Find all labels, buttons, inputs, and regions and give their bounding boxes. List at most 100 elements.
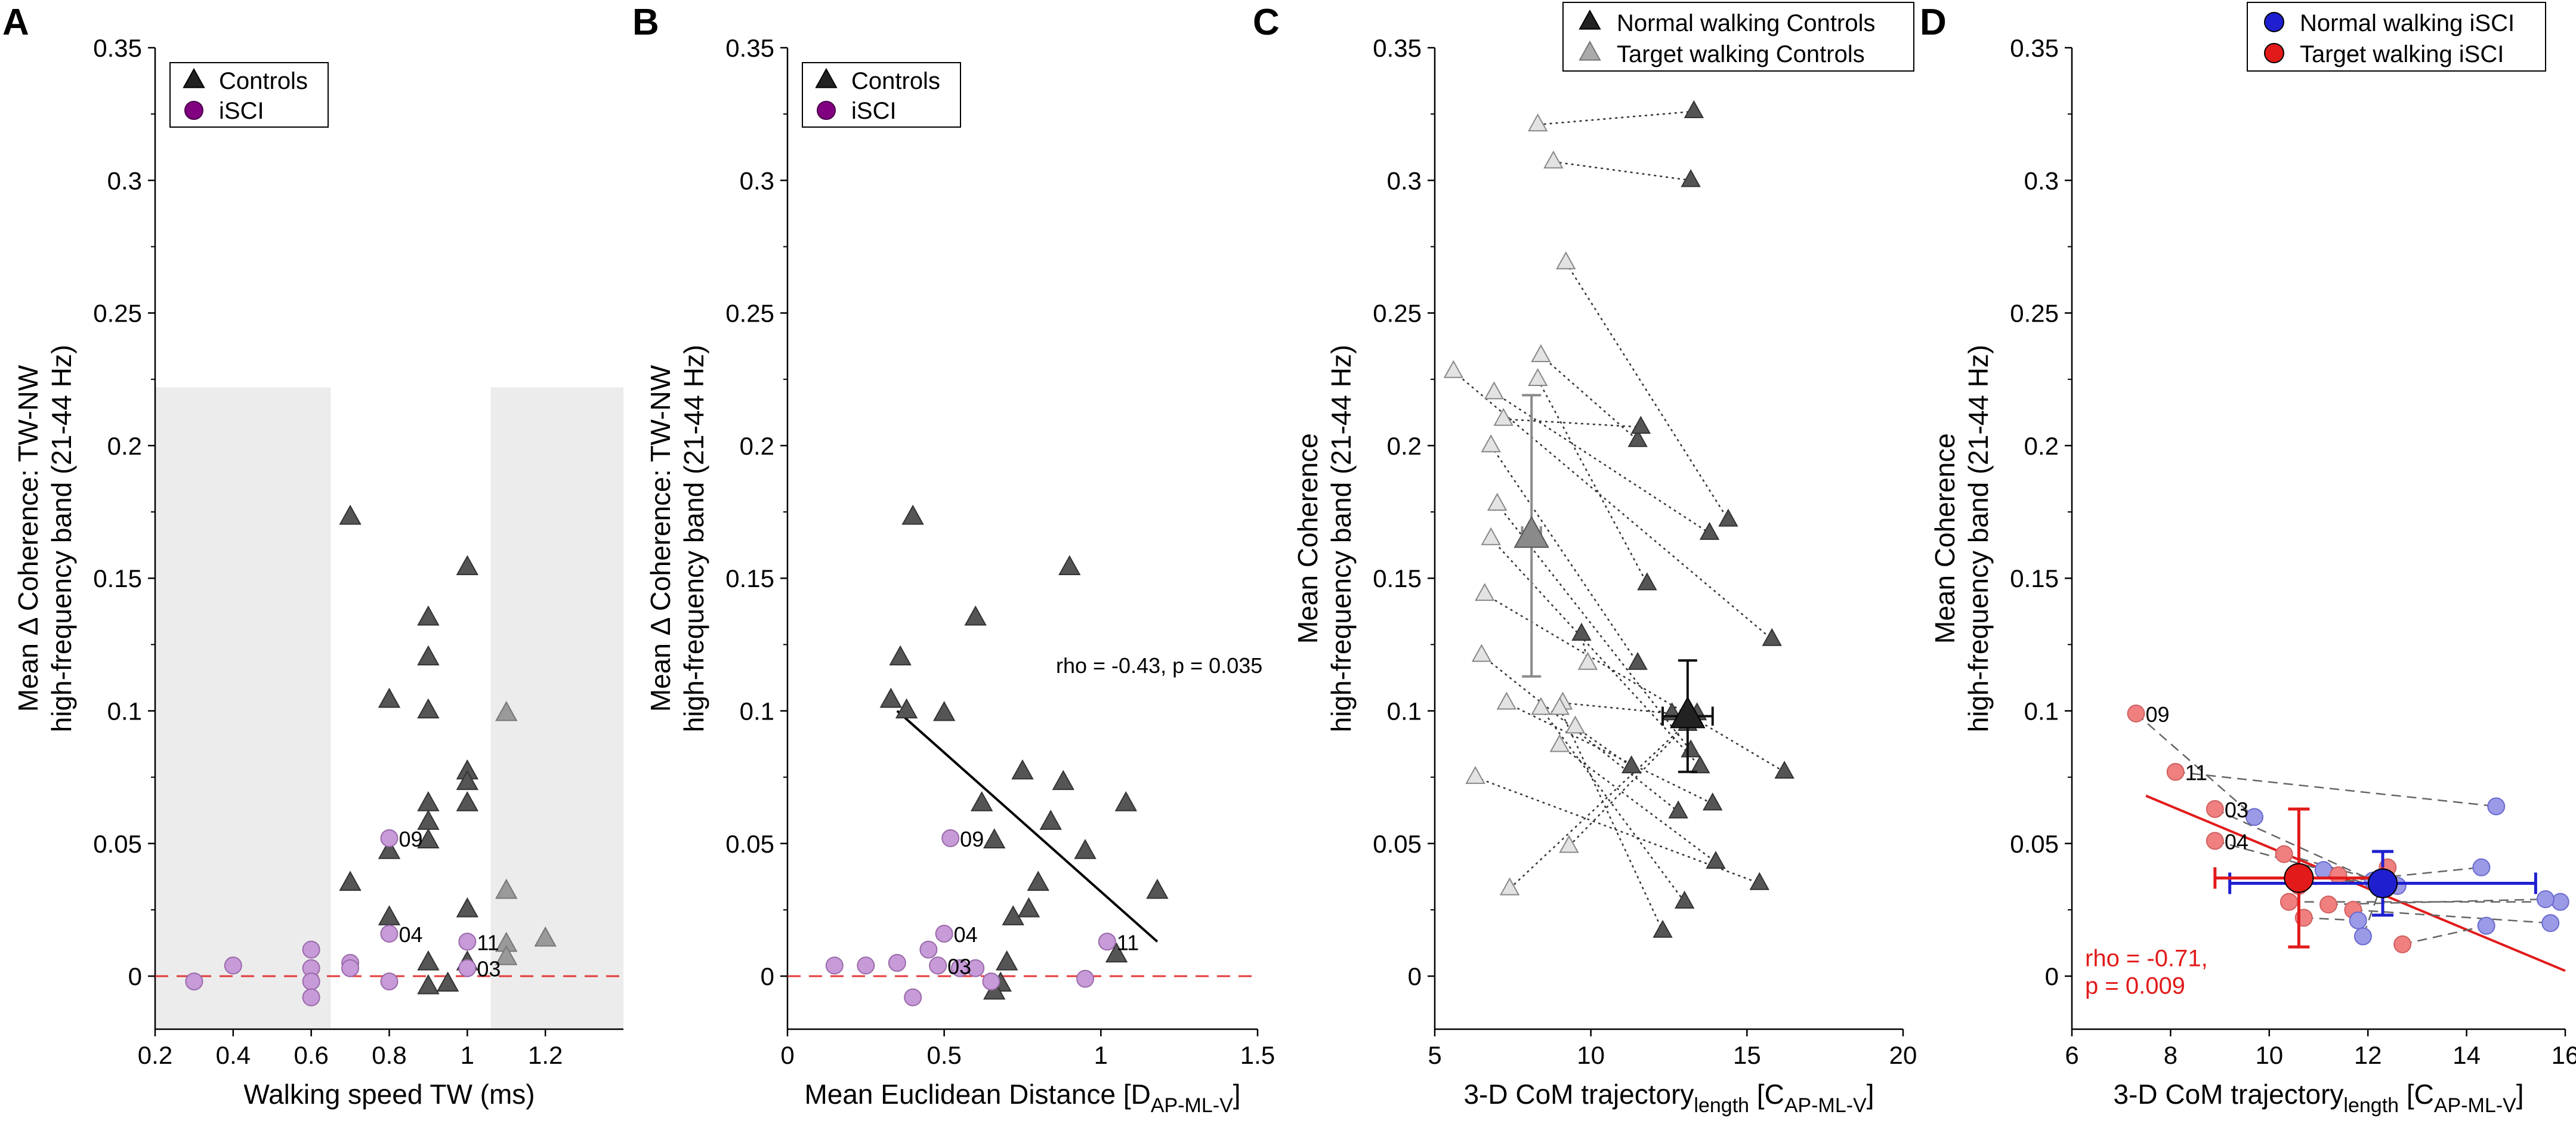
y-tick-label: 0.05 [1373, 830, 1422, 858]
y-tick-label: 0.3 [740, 166, 774, 195]
target-walking-point [2280, 893, 2298, 911]
normal-walking-point [2477, 916, 2495, 935]
panel-label-a: A [2, 2, 29, 43]
shaded-region [155, 387, 331, 1029]
control-point [895, 698, 918, 719]
control-point [879, 687, 903, 708]
target-walking-point [1481, 527, 1501, 545]
pair-line [1537, 110, 1694, 126]
control-point [417, 828, 440, 848]
legend-normal-marker [1579, 9, 1601, 30]
target-walking-point [2393, 935, 2412, 953]
point-annotation: 11 [477, 930, 499, 955]
isci-point [929, 956, 947, 975]
pair-line [1565, 262, 1729, 521]
x-axis-label-part: length [2343, 1094, 2399, 1117]
pair-line [2402, 925, 2487, 945]
y-tick-label: 0.3 [2024, 166, 2059, 195]
control-point [456, 791, 479, 811]
panel-a: 00.050.10.150.20.250.30.350.2 0.4 0.6 0.8 1 1… [13, 34, 623, 1110]
normal-walking-point [1571, 622, 1592, 641]
control-point [1146, 878, 1169, 899]
target-mean-marker [2284, 863, 2314, 893]
isci-point [302, 972, 320, 990]
y-tick-label: 0.05 [725, 830, 774, 858]
normal-walking-point [2349, 911, 2367, 930]
x-axis-label: 3-D CoM trajectorylength [CAP-ML-V] [1463, 1079, 1874, 1117]
y-tick-label: 0.2 [107, 432, 142, 460]
normal-walking-point [1627, 652, 1648, 670]
x-tick-label: 6 [2065, 1041, 2078, 1069]
control-point [417, 645, 440, 666]
point-annotation: 11 [1117, 930, 1139, 955]
stat-text: rho = -0.71, p = 0.009 [2085, 946, 2208, 999]
pair-line [1553, 160, 1691, 181]
stat-text-line: p = 0.009 [2085, 973, 2185, 999]
target-walking-point [1565, 715, 1586, 734]
normal-walking-point [2536, 890, 2555, 909]
target-walking-point [2206, 799, 2224, 818]
x-axis-label-part: AP-ML-V [2434, 1094, 2516, 1117]
legend-normal-label: Normal walking Controls [1617, 10, 1875, 36]
control-point [932, 700, 956, 721]
point-annotation: 09 [399, 827, 423, 851]
y-tick-label: 0.25 [2010, 300, 2059, 328]
target-walking-point [2166, 762, 2185, 781]
target-walking-point [1475, 583, 1495, 601]
control-point [1039, 810, 1062, 830]
legend-controls-label: Controls [851, 68, 940, 94]
control-point [456, 897, 479, 918]
x-tick-label: 10 [1577, 1041, 1605, 1069]
target-walking-point [1496, 691, 1517, 710]
pair-line [1453, 371, 1773, 640]
y-tick-label: 0.25 [1373, 300, 1422, 328]
x-axis-label-part: Mean Euclidean Distance [D [804, 1079, 1150, 1110]
y-tick-label: 0.1 [2024, 697, 2059, 725]
pair-line [2328, 898, 2546, 906]
x-axis-label-part: AP-ML-V [1784, 1094, 1867, 1117]
pair-line [1490, 538, 1701, 767]
panel-label-c: C [1253, 2, 1280, 43]
y-tick-label: 0.3 [1387, 166, 1422, 195]
y-tick-label: 0.15 [2010, 564, 2059, 592]
control-point [971, 791, 993, 811]
control-point [339, 504, 362, 525]
control-point [1002, 905, 1024, 925]
legend-isci-marker [817, 101, 836, 120]
y-axis-label-line: Mean Δ Coherence: TW-NW [645, 365, 676, 712]
target-walking-point [1528, 113, 1548, 132]
panel-c: 0 0.05 0.1 0.15 0.2 0.25 0.3 0.35 5 10 15 20 Mean Co… [1292, 2, 1917, 1117]
x-axis-label: Walking speed TW (ms) [243, 1079, 535, 1110]
x-tick-label: 15 [1733, 1041, 1761, 1069]
normal-walking-point [1684, 100, 1704, 118]
legend-isci-marker [184, 101, 203, 120]
x-axis-label-part: ] [2516, 1079, 2524, 1110]
control-point [417, 950, 440, 971]
control-point [436, 971, 459, 992]
isci-point [302, 940, 320, 959]
control-point [1027, 870, 1049, 891]
isci-point [966, 959, 985, 977]
y-axis-label: Mean Coherencehigh-frequency band (21-44… [1292, 345, 1357, 732]
isci-point [1076, 970, 1095, 988]
y-tick-label: 0.25 [725, 300, 774, 328]
pair-line [1484, 593, 1785, 773]
isci-point [825, 956, 844, 975]
control-point [1058, 555, 1081, 576]
control-point [339, 870, 362, 891]
y-tick-label: 0 [1408, 962, 1422, 990]
pair-line [1540, 354, 1638, 441]
x-tick-label: 0 [780, 1041, 794, 1069]
control-point-light [495, 700, 518, 721]
point-annotation: 04 [954, 922, 978, 947]
target-walking-point [1484, 381, 1505, 400]
pair-line [1503, 418, 1641, 428]
y-tick-label: 0.3 [107, 166, 142, 195]
control-point [964, 605, 987, 626]
legend-normal-label: Normal walking iSCI [2300, 10, 2515, 36]
y-axis-label-line: high-frequency band (21-44 Hz) [46, 345, 77, 732]
normal-walking-point [1690, 755, 1710, 774]
y-tick-label: 0.1 [740, 697, 774, 725]
y-tick-label: 0.35 [2010, 34, 2059, 62]
control-point [417, 605, 440, 626]
